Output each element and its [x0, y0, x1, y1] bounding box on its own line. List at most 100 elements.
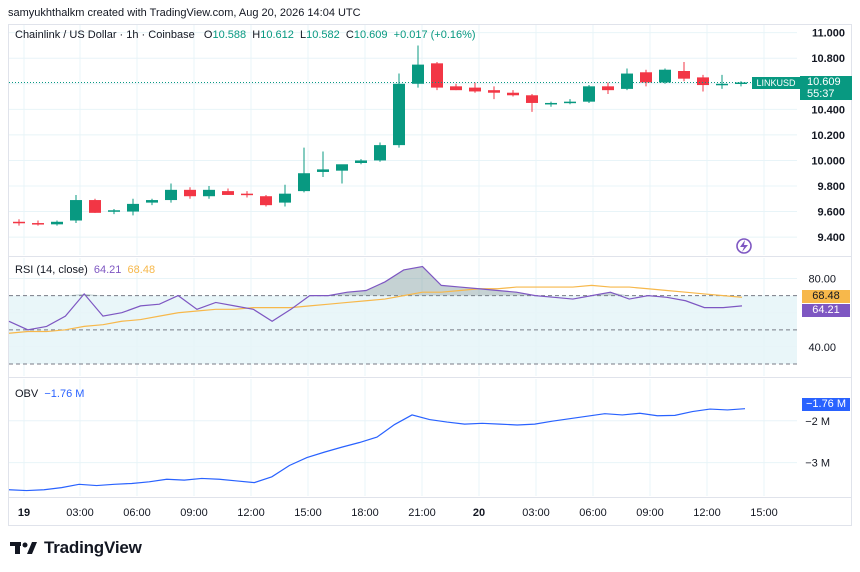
x-tick-label: 06:00 [579, 507, 607, 519]
price-tick-label: 9.600 [817, 207, 845, 219]
chart-frame [8, 24, 852, 526]
high-value: 10.612 [260, 29, 294, 41]
candle-down [431, 63, 443, 88]
candle-up [127, 203, 139, 212]
rsi-ma-line [8, 284, 743, 334]
rsi-ma-tag-value: 68.48 [812, 290, 840, 302]
candle-down [469, 87, 481, 92]
x-tick-label: 09:00 [636, 507, 664, 519]
candle-up [412, 64, 424, 84]
candle-down [602, 86, 614, 91]
candle-down [222, 191, 234, 195]
close-value: 10.609 [353, 29, 388, 41]
attribution-text: samyukhthalkm created with TradingView.c… [8, 7, 361, 19]
candle-up [51, 221, 63, 225]
tradingview-logo: TradingView [10, 538, 142, 558]
candle-down [526, 95, 538, 103]
obv-legend-value: −1.76 M [44, 388, 85, 400]
bar-countdown: 55:37 [807, 88, 835, 100]
candle-up [716, 83, 728, 86]
candle-down [260, 196, 272, 206]
obv-tag-value: −1.76 M [805, 398, 847, 410]
candle-down [640, 72, 652, 83]
rsi-ma-tag: 68.48 [802, 290, 850, 303]
x-tick-label: 15:00 [294, 507, 322, 519]
candle-up [70, 200, 82, 221]
x-tick-label: 03:00 [522, 507, 550, 519]
rsi-line [8, 265, 743, 331]
candle-down [13, 221, 25, 224]
x-tick-label: 18:00 [351, 507, 379, 519]
x-tick-label: 06:00 [123, 507, 151, 519]
price-legend: Chainlink / US Dollar · 1h · Coinbase O1… [15, 29, 476, 41]
tradingview-logo-icon [10, 542, 37, 554]
candle-up [374, 145, 386, 161]
open-value: 10.588 [212, 29, 247, 41]
obv-line [8, 408, 746, 492]
x-tick-label: 15:00 [750, 507, 778, 519]
x-tick-label: 03:00 [66, 507, 94, 519]
candle-down [488, 90, 500, 93]
rsi-tag-value: 64.21 [812, 304, 840, 316]
last-price-value: 10.609 [807, 76, 841, 88]
candle-up [146, 200, 158, 203]
lightning-icon-ring [736, 238, 752, 254]
price-tick-label: 11.000 [812, 28, 845, 40]
rsi-label: RSI (14, close) [15, 264, 88, 276]
low-value: 10.582 [306, 29, 340, 41]
obv-tag: −1.76 M [802, 398, 850, 411]
rsi-tick-label: 80.00 [808, 274, 836, 286]
x-tick-label: 12:00 [693, 507, 721, 519]
high-label: H [252, 29, 261, 41]
obv-tick-label: −3 M [805, 458, 830, 470]
rsi-legend: RSI (14, close) 64.21 68.48 [15, 264, 155, 276]
price-tick-label: 10.200 [811, 130, 845, 142]
rsi-tag: 64.21 [802, 304, 850, 317]
candle-up [621, 73, 633, 89]
candle-down [507, 92, 519, 96]
obv-legend: OBV −1.76 M [15, 388, 84, 400]
price-tick-label: 10.400 [811, 104, 845, 116]
price-tick-label: 10.800 [811, 53, 845, 65]
candle-down [697, 77, 709, 86]
candle-up [317, 169, 329, 172]
price-tick-label: 9.400 [817, 232, 845, 244]
candle-up [659, 69, 671, 83]
candle-up [583, 86, 595, 102]
candle-down [32, 223, 44, 225]
candle-up [735, 82, 747, 84]
symbol-title: Chainlink / US Dollar · 1h · Coinbase [15, 29, 195, 41]
last-price-label: 10.609 55:37 [800, 76, 852, 100]
obv-tick-label: −2 M [805, 416, 830, 428]
obv-label: OBV [15, 388, 39, 400]
candle-up [336, 164, 348, 171]
price-tag-symbol: LINKUSD [756, 78, 796, 88]
candle-up [203, 189, 215, 197]
candle-up [564, 101, 576, 104]
open-label: O [203, 29, 213, 41]
change-value: +0.017 (+0.16%) [393, 29, 476, 41]
candle-up [165, 189, 177, 201]
candle-down [89, 200, 101, 213]
x-tick-label: 21:00 [408, 507, 436, 519]
rsi-ma-legend-value: 68.48 [127, 264, 156, 276]
candle-up [545, 102, 557, 105]
lightning-icon [736, 238, 752, 254]
candle-up [355, 160, 367, 163]
price-tick-label: 10.000 [811, 155, 845, 167]
lightning-icon-bolt [740, 240, 748, 252]
rsi-legend-value: 64.21 [93, 264, 122, 276]
x-tick-label: 12:00 [237, 507, 265, 519]
candle-down [184, 189, 196, 197]
x-tick-label: 09:00 [180, 507, 208, 519]
low-label: L [300, 29, 307, 41]
candle-down [678, 71, 690, 79]
candle-up [108, 210, 120, 212]
candle-up [279, 193, 291, 203]
candle-down [241, 193, 253, 196]
close-label: C [345, 29, 354, 41]
candle-down [450, 86, 462, 91]
x-tick-label: 20 [473, 507, 485, 519]
